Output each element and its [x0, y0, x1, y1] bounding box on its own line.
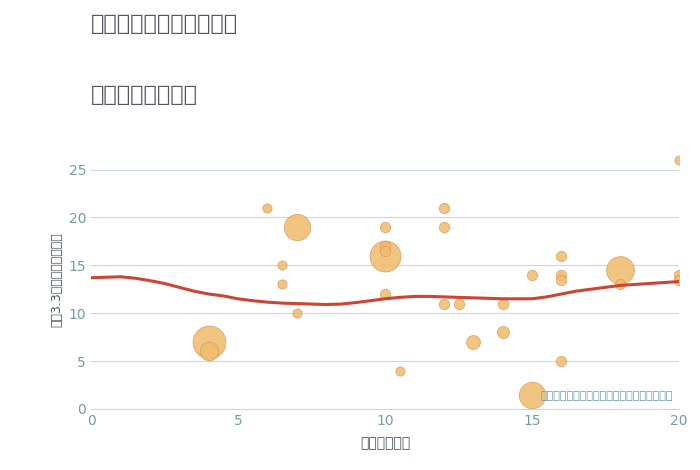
- Point: [673, 276, 685, 283]
- Point: [556, 276, 567, 283]
- Point: [276, 261, 288, 269]
- Text: 円の大きさは、取引のあった物件面積を示す: 円の大きさは、取引のあった物件面積を示す: [540, 391, 673, 401]
- Point: [438, 223, 449, 231]
- Point: [276, 281, 288, 288]
- Point: [291, 309, 302, 317]
- Point: [438, 204, 449, 212]
- Point: [203, 348, 214, 355]
- Y-axis label: 平（3.3㎡）単価（万円）: 平（3.3㎡）単価（万円）: [50, 232, 63, 327]
- Point: [394, 367, 405, 375]
- Point: [615, 266, 626, 274]
- Point: [379, 247, 391, 255]
- Point: [556, 271, 567, 279]
- Point: [453, 300, 464, 307]
- Point: [526, 391, 538, 398]
- Point: [379, 223, 391, 231]
- Point: [615, 281, 626, 288]
- Point: [556, 252, 567, 259]
- Point: [379, 252, 391, 259]
- Point: [526, 271, 538, 279]
- Point: [379, 243, 391, 250]
- Point: [673, 156, 685, 164]
- Point: [497, 300, 508, 307]
- Point: [438, 300, 449, 307]
- Point: [468, 338, 479, 345]
- Text: 三重県鈴鹿市北若松町の: 三重県鈴鹿市北若松町の: [91, 14, 238, 34]
- Text: 駅距離別土地価格: 駅距離別土地価格: [91, 85, 198, 105]
- Point: [262, 204, 273, 212]
- Point: [497, 329, 508, 336]
- Point: [203, 338, 214, 345]
- Point: [291, 223, 302, 231]
- Point: [673, 271, 685, 279]
- Point: [379, 290, 391, 298]
- Point: [556, 357, 567, 365]
- X-axis label: 駅距離（分）: 駅距離（分）: [360, 436, 410, 450]
